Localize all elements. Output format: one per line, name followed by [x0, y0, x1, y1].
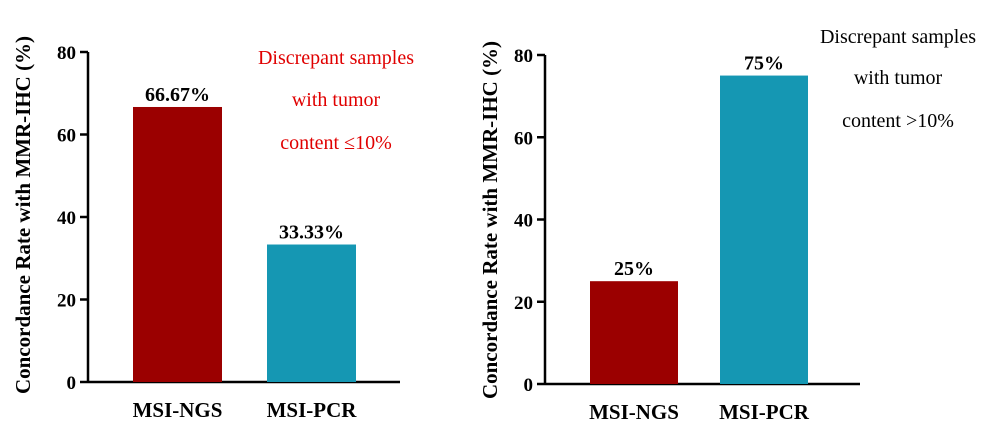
- right-bar-msi-pcr: [720, 75, 808, 384]
- right-tick-label-40: 40: [514, 211, 533, 232]
- left-tick-label-60: 60: [57, 126, 76, 147]
- left-annotation-line-1: Discrepant samples: [258, 47, 414, 69]
- left-tick-label-40: 40: [57, 208, 76, 229]
- right-data-label-msi-ngs: 25%: [614, 258, 654, 280]
- left-tick-label-20: 20: [57, 291, 76, 312]
- right-data-label-msi-pcr: 75%: [744, 53, 784, 75]
- left-data-label-msi-pcr: 33.33%: [279, 222, 344, 244]
- right-annotation-line-2: with tumor: [854, 67, 943, 89]
- right-tick-label-80: 80: [514, 46, 533, 67]
- right-category-label-msi-pcr: MSI-PCR: [719, 400, 810, 424]
- left-chart: Concordance Rate with MMR-IHC (%) 80 60 …: [11, 36, 414, 422]
- left-category-label-msi-ngs: MSI-NGS: [133, 398, 223, 422]
- right-y-axis-title: Concordance Rate with MMR-IHC (%): [478, 41, 502, 399]
- right-annotation-line-3: content >10%: [842, 110, 954, 132]
- right-tick-label-20: 20: [514, 293, 533, 314]
- left-bar-msi-pcr: [267, 244, 356, 382]
- left-bar-msi-ngs: [133, 106, 222, 382]
- right-chart: Concordance Rate with MMR-IHC (%) 80 60 …: [478, 26, 976, 424]
- right-bar-msi-ngs: [590, 281, 678, 384]
- left-y-axis-title: Concordance Rate with MMR-IHC (%): [11, 36, 35, 394]
- left-annotation-line-3: content ≤10%: [280, 132, 392, 154]
- left-tick-label-80: 80: [57, 43, 76, 64]
- right-annotation-line-1: Discrepant samples: [820, 26, 976, 48]
- left-data-label-msi-ngs: 66.67%: [145, 84, 210, 106]
- right-tick-label-0: 0: [524, 375, 534, 396]
- right-tick-label-60: 60: [514, 128, 533, 149]
- right-category-label-msi-ngs: MSI-NGS: [589, 400, 679, 424]
- left-annotation-line-2: with tumor: [292, 89, 381, 111]
- left-tick-label-0: 0: [67, 373, 77, 394]
- left-category-label-msi-pcr: MSI-PCR: [267, 398, 358, 422]
